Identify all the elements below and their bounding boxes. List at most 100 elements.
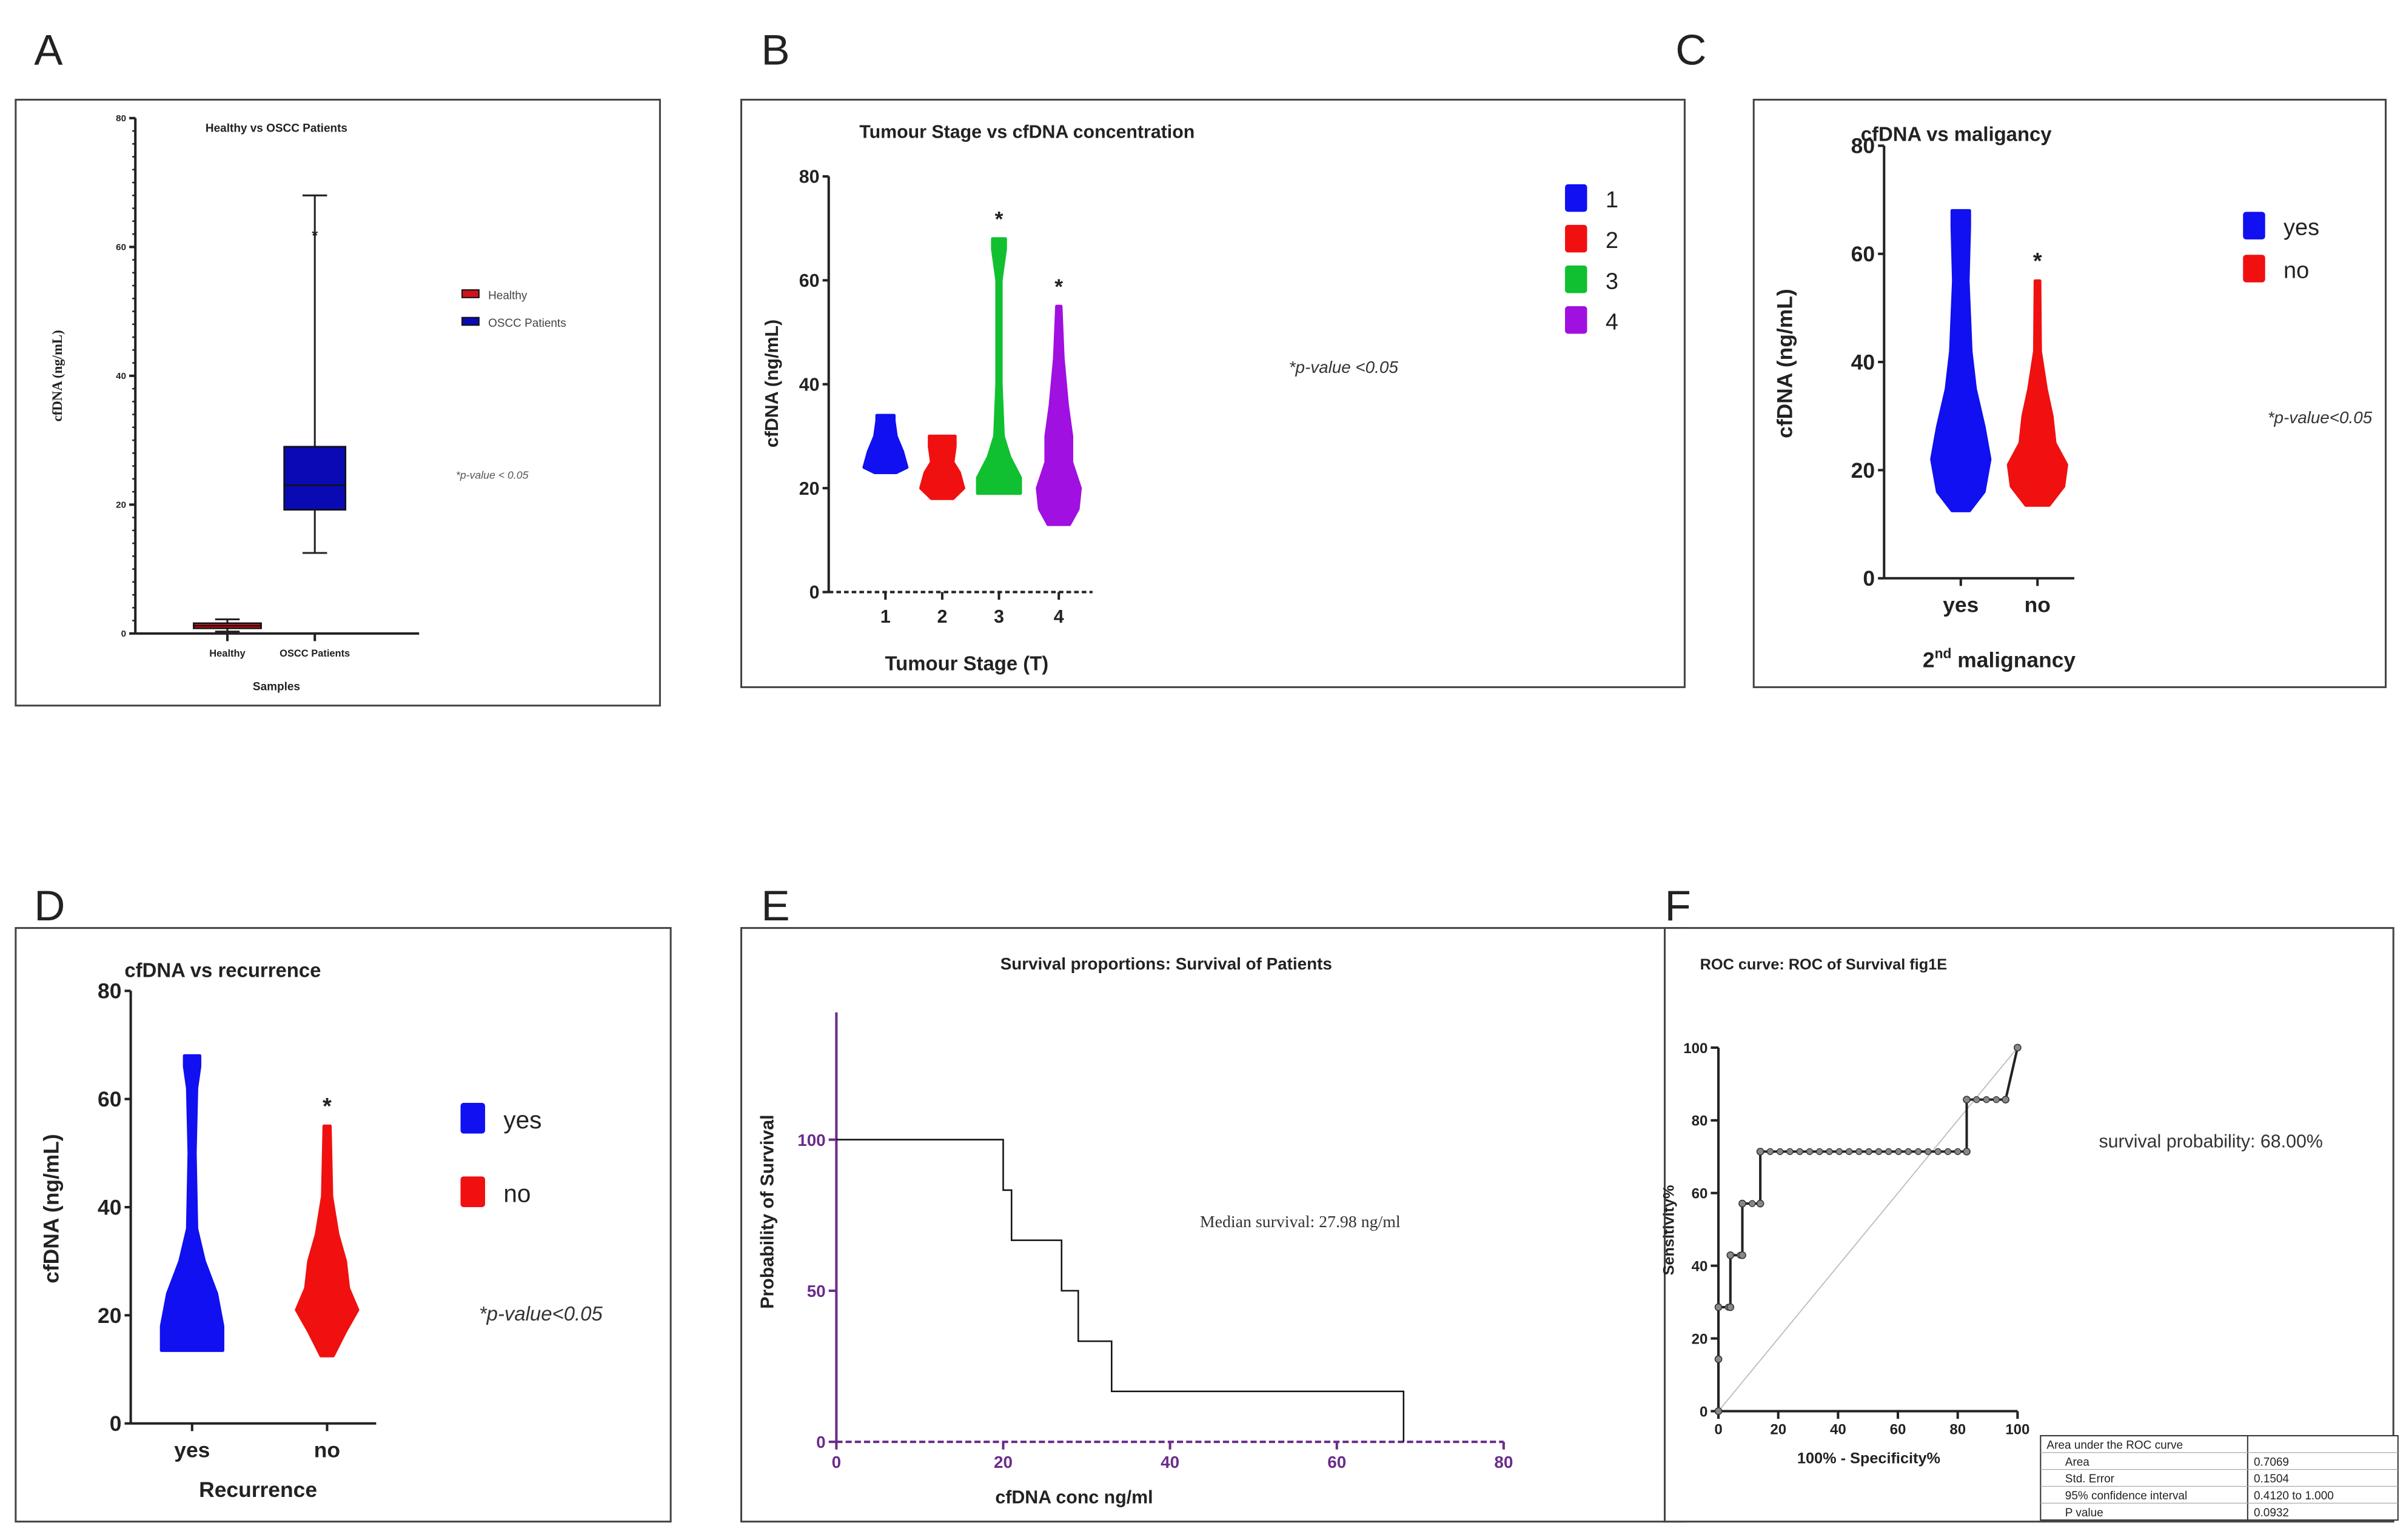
panel-f-roc-point: [1963, 1148, 1971, 1156]
panel-label-c: C: [1675, 26, 1706, 74]
panel-f-roc-point: [1992, 1096, 2000, 1103]
panel-f-auc-table-header: Area under the ROC curve: [2046, 1439, 2183, 1451]
panel-a-legend-swatch: [461, 316, 480, 326]
panel-c-violin-yes: [1930, 209, 1992, 512]
panel-c-legend-label: yes: [2284, 215, 2319, 241]
panel-f-x-tick-label: 100: [2005, 1421, 2029, 1438]
panel-b-y-tick-label: 20: [799, 479, 820, 499]
panel-b-y-tick-label: 40: [799, 375, 820, 395]
panel-c-violin-no: [2006, 279, 2068, 507]
panel-c-xlabel: 2nd malignancy: [1923, 645, 2076, 672]
panel-f-roc-point: [1963, 1096, 1971, 1103]
panel-f-roc-point: [1714, 1407, 1723, 1415]
panel-f-survival-note: survival probability: 68.00%: [2099, 1131, 2322, 1151]
panel-b-legend-swatch: [1565, 306, 1587, 334]
panel-label-d: D: [34, 882, 65, 930]
panel-f-auc-table-value: 0.1504: [2254, 1473, 2289, 1485]
panel-b-violin-1: [862, 413, 909, 474]
panel-f-roc-point: [1826, 1148, 1833, 1156]
panel-f-roc-point: [1738, 1251, 1746, 1259]
panel-c-x-tick-label: yes: [1943, 592, 1979, 617]
panel-e-x-tick-label: 40: [1161, 1453, 1179, 1471]
panel-label-a: A: [34, 26, 63, 74]
panel-d-pvalue-note: *p-value<0.05: [479, 1302, 603, 1325]
panel-d-x-tick-label: yes: [174, 1438, 210, 1462]
panel-e-x-tick-label: 60: [1327, 1453, 1346, 1471]
panel-e-ylabel: Probability of Survival: [758, 1114, 778, 1308]
panel-b-legend-swatch: [1565, 265, 1587, 293]
panel-c-significance-star: *: [2033, 249, 2042, 274]
panel-c-y-tick-label: 0: [1863, 566, 1875, 591]
panel-c-title: cfDNA vs maligancy: [1861, 123, 2052, 146]
panel-f-roc-point: [1756, 1148, 1764, 1156]
panel-f-auc-table-value: 0.7069: [2254, 1456, 2289, 1468]
panel-f-roc-point: [1766, 1148, 1774, 1156]
panel-d-violin-yes: [159, 1054, 224, 1352]
panel-f-y-tick-label: 0: [1700, 1404, 1707, 1420]
panel-d-significance-star: *: [323, 1094, 332, 1119]
panel-f-roc-point: [1895, 1148, 1902, 1156]
panel-c-ylabel: cfDNA (ng/mL): [1772, 289, 1797, 438]
panel-f-y-tick-label: 100: [1683, 1040, 1707, 1057]
panel-f-roc-point: [1726, 1303, 1735, 1311]
panel-f-roc-point: [1973, 1096, 1980, 1103]
panel-b-significance-star: *: [1054, 275, 1063, 299]
panel-b-ylabel: cfDNA (ng/mL): [762, 320, 782, 447]
panel-f-roc-point: [1835, 1148, 1843, 1156]
panel-f-roc-point: [1726, 1251, 1735, 1259]
panel-e-y-tick-label: 100: [797, 1131, 825, 1150]
panel-b-x-tick-label: 1: [880, 607, 891, 627]
panel-f-roc-point: [1954, 1148, 1962, 1156]
panel-label-f: F: [1664, 882, 1691, 930]
panel-e-title: Survival proportions: Survival of Patien…: [1000, 954, 1332, 973]
panel-f-roc-point: [1756, 1199, 1764, 1208]
panel-b-violin-2: [919, 434, 965, 500]
panel-b-significance-star: *: [995, 207, 1004, 232]
panel-f-roc-point: [1925, 1148, 1932, 1156]
panel-f-roc-point: [1875, 1148, 1883, 1156]
panel-c-legend-swatch: [2243, 212, 2265, 239]
panel-f-roc-point: [1983, 1096, 1990, 1103]
panel-b-x-tick-label: 2: [937, 607, 947, 627]
panel-e-xlabel: cfDNA conc ng/ml: [995, 1487, 1153, 1507]
panel-f-roc-point: [1806, 1148, 1814, 1156]
panel-d-y-tick-label: 40: [98, 1195, 121, 1219]
panel-a-y-tick-label: 60: [116, 243, 126, 253]
panel-f-roc-point: [1786, 1148, 1794, 1156]
panel-f-y-tick-label: 60: [1692, 1186, 1708, 1202]
panel-f-roc-point: [1714, 1303, 1723, 1311]
panel-f-roc-point: [1796, 1148, 1803, 1156]
panel-f-auc-table: [2040, 1435, 2399, 1521]
panel-a-significance-star: *: [312, 227, 318, 244]
panel-e-y-tick-label: 0: [816, 1433, 825, 1451]
panel-d-ylabel: cfDNA (ng/mL): [39, 1134, 64, 1284]
panel-b-pvalue-note: *p-value <0.05: [1289, 358, 1399, 377]
panel-e-frame: [740, 927, 1686, 1523]
panel-d-violin-no: [295, 1124, 360, 1358]
panel-a-x-tick-label: Healthy: [209, 648, 246, 659]
panel-f-roc-point: [1714, 1355, 1723, 1364]
panel-e-x-tick-label: 0: [832, 1453, 841, 1471]
panel-a-box-oscc: [283, 446, 347, 511]
panel-f-frame: [1663, 927, 2394, 1523]
panel-f-roc-point: [1885, 1148, 1892, 1156]
panel-b-y-tick-label: 80: [799, 167, 820, 187]
panel-d-y-tick-label: 60: [98, 1087, 121, 1111]
panel-b-title: Tumour Stage vs cfDNA concentration: [859, 122, 1195, 142]
panel-a-title: Healthy vs OSCC Patients: [206, 122, 347, 135]
panel-f-y-tick-label: 80: [1692, 1113, 1708, 1130]
panel-e-median-note: Median survival: 27.98 ng/ml: [1200, 1213, 1401, 1231]
panel-d-y-tick-label: 20: [98, 1304, 121, 1328]
panel-b-violin-4: [1036, 304, 1082, 526]
panel-a-xlabel: Samples: [253, 680, 300, 693]
panel-a-legend-swatch: [461, 289, 480, 298]
panel-a-pvalue-note: *p-value < 0.05: [456, 469, 529, 481]
panel-d-x-tick-label: no: [314, 1438, 340, 1462]
panel-f-x-tick-label: 80: [1949, 1421, 1966, 1438]
panel-f-roc-point: [1905, 1148, 1912, 1156]
panel-a-y-tick-label: 0: [121, 629, 126, 639]
panel-f-x-tick-label: 40: [1830, 1421, 1846, 1438]
panel-d-y-tick-label: 80: [98, 979, 121, 1003]
panel-f-roc-point: [2002, 1096, 2009, 1103]
